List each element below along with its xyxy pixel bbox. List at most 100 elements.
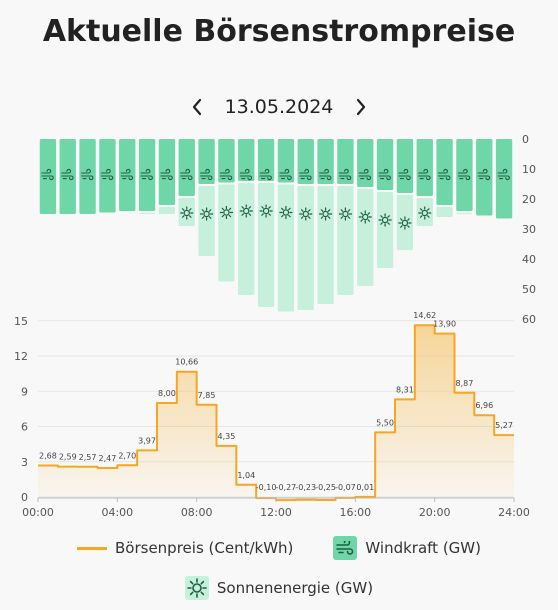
price-tick-label: 0	[21, 491, 28, 504]
solar-bar	[297, 186, 314, 310]
wind-bar	[436, 139, 453, 205]
sun-icon	[398, 216, 412, 230]
solar-bar	[376, 192, 394, 268]
previous-day-button[interactable]	[183, 96, 211, 118]
next-day-button[interactable]	[347, 96, 375, 118]
sun-icon	[219, 205, 234, 220]
price-data-label: 4,35	[218, 432, 236, 441]
sun-icon	[180, 206, 194, 220]
x-tick-label: 24:00	[498, 506, 530, 519]
solar-bar	[257, 183, 275, 307]
price-data-label: 14,62	[413, 311, 436, 320]
price-data-label: -0,07	[335, 483, 356, 492]
wind-icon	[378, 168, 391, 181]
price-labels: 2,68 2,59 2,57 2,47 2,703,97 8,00 10,66 7,85 4,3…	[39, 311, 513, 492]
wind-bar	[495, 139, 513, 219]
price-tick-label: 12	[14, 350, 28, 363]
wind-icon	[140, 168, 153, 181]
sun-icon	[184, 576, 209, 600]
legend-solar[interactable]: Sonnenenergie (GW)	[184, 576, 374, 600]
price-tick-label: 9	[21, 385, 28, 398]
wind-bar	[238, 139, 255, 181]
price-data-label: 2,70	[118, 451, 136, 460]
sun-icon	[239, 204, 253, 218]
wind-icon	[333, 536, 358, 560]
generation-bars	[39, 139, 513, 312]
wind-bar	[218, 139, 235, 183]
solar-bar	[317, 186, 334, 304]
x-tick-label: 04:00	[101, 506, 133, 519]
solar-bar	[158, 207, 176, 214]
wind-bar	[257, 139, 275, 181]
legend-row-2: Sonnenenergie (GW)	[0, 576, 558, 600]
sun-icon	[199, 207, 214, 221]
solar-bar	[238, 183, 255, 295]
wind-bar	[138, 139, 156, 211]
page-title: Aktuelle Börsenstrompreise	[42, 14, 516, 49]
wind-icon	[299, 168, 312, 181]
solar-bar	[456, 213, 473, 214]
price-data-label: 5,27	[495, 421, 513, 430]
sun-icon	[259, 204, 273, 218]
price-data-label: 0,01	[356, 483, 374, 492]
wind-icon	[200, 168, 213, 181]
price-data-label: -0,10	[256, 483, 277, 492]
solar-bar	[337, 186, 354, 295]
chevron-left-icon	[192, 98, 201, 116]
x-tick-label: 20:00	[419, 506, 451, 519]
x-tick-label: 16:00	[339, 506, 371, 519]
solar-bar	[178, 198, 195, 226]
legend-wind[interactable]: Windkraft (GW)	[333, 536, 481, 560]
x-tick-label: 00:00	[22, 506, 54, 519]
price-data-label: 6,96	[475, 401, 493, 410]
price-data-label: 1,04	[237, 471, 255, 480]
wind-icon	[457, 168, 471, 181]
legend-row-1: Börsenpreis (Cent/kWh) Windkraft (GW)	[0, 536, 558, 560]
price-area-fill	[38, 325, 514, 501]
solar-bar	[396, 195, 414, 250]
price-data-label: 2,57	[79, 453, 97, 462]
wind-icon	[81, 168, 94, 181]
solar-bar	[218, 184, 235, 282]
x-tick-label: 08:00	[181, 506, 213, 519]
sun-icon	[378, 213, 392, 227]
date-label: 13.05.2024	[224, 96, 334, 118]
sun-icon	[358, 210, 372, 224]
price-data-label: -0,25	[315, 483, 336, 492]
wind-bar	[178, 139, 195, 196]
sun-icon	[418, 206, 432, 220]
chevron-right-icon	[357, 98, 366, 116]
axes: 0 10 20 30 40 50 60 0 3 6 9 12 15 00:00 04:00 08:00 12:0…	[14, 133, 536, 519]
line-swatch	[77, 546, 107, 550]
bar-icons	[41, 168, 510, 230]
price-area	[38, 324, 514, 502]
solar-bar	[357, 189, 374, 286]
price-data-label: 2,68	[39, 452, 57, 461]
wind-icon	[61, 168, 74, 181]
wind-icon	[259, 168, 272, 181]
price-tick-label: 15	[14, 315, 28, 328]
wind-icon	[319, 168, 332, 181]
price-data-label: -0,27	[276, 483, 297, 492]
legend-solar-label: Sonnenenergie (GW)	[216, 579, 374, 597]
wind-bar	[376, 139, 394, 190]
legend-price[interactable]: Börsenpreis (Cent/kWh)	[77, 539, 293, 557]
wind-bar	[396, 139, 414, 193]
wind-icon	[219, 168, 233, 181]
price-data-label: 3,97	[138, 436, 156, 445]
gw-tick-label: 30	[522, 223, 536, 236]
solar-bar	[138, 213, 156, 214]
price-data-label: 5,50	[376, 418, 394, 427]
price-tick-label: 3	[21, 456, 28, 469]
solar-bar	[436, 207, 453, 217]
wind-icon	[418, 168, 431, 181]
wind-icon	[497, 168, 510, 181]
wind-icon	[100, 168, 114, 181]
price-data-label: 8,00	[158, 389, 176, 398]
wind-icon	[239, 168, 253, 181]
gw-tick-label: 10	[522, 163, 536, 176]
price-data-label: -0,23	[295, 483, 316, 492]
price-data-label: 10,66	[175, 358, 198, 367]
price-data-label: 2,47	[99, 454, 117, 463]
price-data-label: 8,31	[396, 385, 414, 394]
